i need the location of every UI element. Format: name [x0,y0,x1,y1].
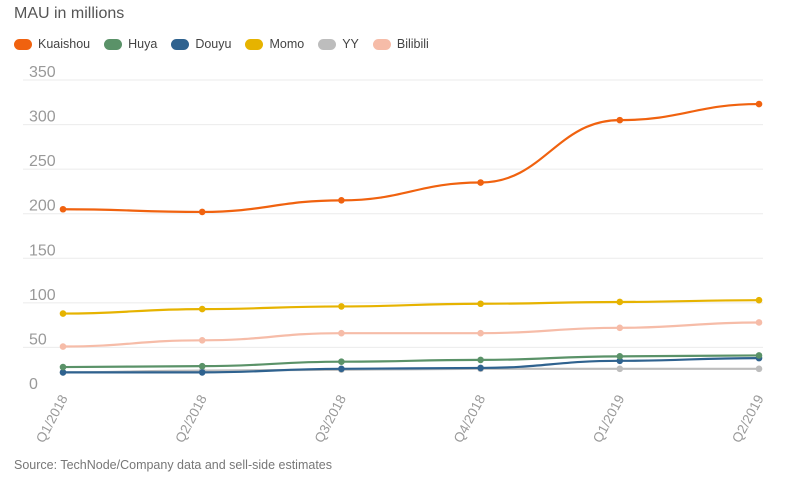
legend-item-momo[interactable]: Momo [245,37,304,51]
data-point-bilibili[interactable] [198,336,206,344]
series-line-bilibili [61,321,761,348]
legend-swatch [14,38,32,50]
data-point-huya[interactable] [59,363,67,371]
legend: Kuaishou Huya Douyu Momo YY Bilibili [14,37,429,51]
legend-item-bilibili[interactable]: Bilibili [372,37,429,51]
legend-label: Huya [128,37,158,51]
source-note: Source: TechNode/Company data and sell-s… [14,458,332,472]
data-point-bilibili[interactable] [616,324,624,332]
legend-label: Momo [269,37,305,51]
data-point-bilibili[interactable] [755,319,763,326]
data-point-huya[interactable] [477,356,484,364]
data-point-kuaishou[interactable] [755,100,763,108]
data-point-bilibili[interactable] [338,329,345,337]
data-point-bilibili[interactable] [59,343,67,350]
data-point-bilibili[interactable] [477,329,484,337]
data-point-douyu[interactable] [477,364,484,372]
legend-label: YY [342,37,359,51]
legend-item-yy[interactable]: YY [318,37,359,51]
x-tick-label: Q1/2019 [590,392,628,445]
y-tick-label: 0 [29,376,38,393]
data-point-kuaishou[interactable] [198,208,206,216]
data-point-momo[interactable] [616,298,624,306]
series-line-douyu [61,357,761,374]
x-tick-label: Q1/2018 [33,392,71,445]
data-point-douyu[interactable] [338,365,345,373]
data-point-huya[interactable] [198,362,206,370]
data-point-kuaishou[interactable] [338,197,345,204]
y-tick-label: 200 [29,198,56,215]
legend-label: Douyu [195,37,232,51]
data-point-yy[interactable] [616,365,624,373]
data-point-momo[interactable] [755,296,763,304]
x-tick-label: Q3/2018 [311,392,349,445]
data-point-kuaishou[interactable] [59,205,67,213]
data-point-momo[interactable] [338,303,345,310]
data-point-kuaishou[interactable] [477,179,484,186]
series-line-huya [61,354,761,369]
legend-swatch [245,38,264,50]
data-point-momo[interactable] [59,310,67,317]
data-point-huya[interactable] [755,352,763,359]
legend-item-huya[interactable]: Huya [104,37,157,51]
data-point-kuaishou[interactable] [616,116,624,124]
legend-swatch [318,38,337,50]
series-line-momo [61,299,761,315]
data-point-momo[interactable] [198,305,206,313]
y-tick-label: 300 [29,109,56,126]
legend-label: Kuaishou [38,37,91,51]
legend-item-kuaishou[interactable]: Kuaishou [14,37,90,51]
y-tick-label: 100 [29,287,56,304]
data-point-yy[interactable] [755,365,763,373]
legend-swatch [104,38,123,50]
x-tick-label: Q2/2018 [172,392,210,445]
y-tick-label: 350 [29,64,56,81]
legend-swatch [372,38,391,50]
x-tick-label: Q2/2019 [729,392,767,445]
legend-item-douyu[interactable]: Douyu [171,37,231,51]
data-point-huya[interactable] [616,353,624,360]
series-line-kuaishou [61,102,761,214]
legend-label: Bilibili [396,37,429,51]
legend-swatch [171,38,190,50]
data-point-douyu[interactable] [59,369,67,376]
data-point-huya[interactable] [338,358,345,365]
x-tick-label: Q4/2018 [451,392,489,445]
data-point-douyu[interactable] [198,369,206,376]
y-tick-label: 250 [29,153,56,170]
y-tick-label: 150 [29,242,56,259]
y-tick-label: 50 [29,331,47,348]
data-point-momo[interactable] [477,300,484,308]
chart-title: MAU in millions [14,5,125,22]
